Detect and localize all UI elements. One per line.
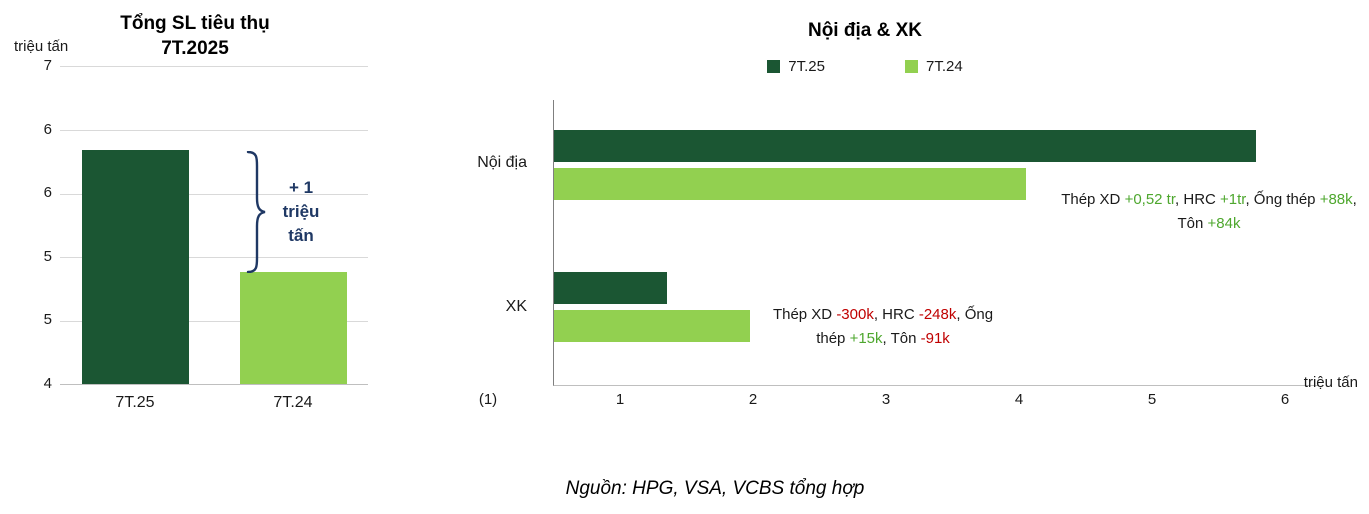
left-chart-title-line2: 7T.2025: [161, 37, 229, 59]
legend-swatch-7t25: [767, 60, 781, 73]
legend-swatch-7t24: [905, 60, 918, 73]
axis-footnote: (1): [478, 391, 498, 408]
x-axis-label-7t24: 7T.24: [273, 394, 313, 411]
annotation-segment: +88k: [1319, 191, 1353, 208]
annotation-segment: Thép XD: [772, 306, 837, 323]
legend: 7T.25 7T.24: [400, 58, 1330, 75]
difference-annotation: + 1 triệu tấn: [282, 178, 320, 245]
x-axis-line: [60, 384, 368, 385]
annotation-segment: -91k: [920, 330, 950, 347]
right-x-axis-unit-label: triệu tấn: [1303, 374, 1358, 391]
gridline: [60, 257, 368, 259]
right-chart-title: Nội địa & XK: [807, 20, 922, 41]
category-label-xk: XK: [505, 298, 527, 315]
annotation-segment: , Tôn: [882, 330, 921, 347]
legend-label-7t25: 7T.25: [788, 58, 825, 75]
annotation-segment: , HRC: [1175, 191, 1221, 208]
right-plot-area: [553, 100, 1319, 386]
annotation-noi-dia: Thép XD +0,52 tr, HRC +1tr, Ống thép +88…: [1048, 188, 1369, 236]
annotation-segment: , Tôn: [1177, 191, 1357, 232]
left-y-tick-label: 6: [43, 184, 52, 201]
annotation-segment: -248k: [918, 306, 957, 323]
left-y-tick-label: 5: [43, 248, 52, 265]
left-y-axis-unit-label: triệu tấn: [14, 38, 69, 55]
gridline: [60, 66, 368, 67]
gridline: [60, 193, 368, 195]
legend-label-7t24: 7T.24: [926, 58, 963, 75]
legend-item-7t25: 7T.25: [767, 58, 825, 75]
annotation-segment: +1tr: [1220, 191, 1246, 208]
left-chart-title-line1: Tổng SL tiêu thụ: [120, 13, 270, 34]
left-y-tick-label: 4: [43, 375, 52, 392]
annotation-segment: Thép XD: [1061, 191, 1125, 208]
gridline: [60, 321, 368, 323]
chart-domestic-export: Nội địa & XK 7T.25 7T.24 Nội địa XK Thép…: [400, 0, 1369, 460]
annotation-segment: +0,52 tr: [1124, 191, 1176, 208]
x-tick-label-2: 2: [748, 391, 758, 408]
source-note: Nguồn: HPG, VSA, VCBS tổng hợp: [565, 478, 865, 499]
bar-xk-7t25: [554, 272, 668, 304]
annotation-segment: , Ống thép: [816, 306, 994, 347]
x-axis-label-7t25: 7T.25: [115, 394, 155, 411]
category-label-noi-dia: Nội địa: [477, 154, 527, 171]
annotation-segment: -300k: [836, 306, 874, 323]
x-tick-label-4: 4: [1014, 391, 1024, 408]
left-plot-area: + 1 triệu tấn: [60, 66, 368, 385]
annotation-xk: Thép XD -300k, HRC -248k, Ống thép +15k,…: [758, 303, 1008, 351]
bar-total-7t24: [240, 272, 347, 384]
left-chart-title: Tổng SL tiêu thụ 7T.2025: [20, 12, 370, 61]
annotation-segment: +15k: [849, 330, 883, 347]
chart-total-consumption: Tổng SL tiêu thụ 7T.2025 triệu tấn 7 6 6…: [0, 0, 400, 460]
left-y-tick-label: 6: [43, 121, 52, 138]
gridline: [60, 129, 368, 131]
x-tick-label-3: 3: [881, 391, 891, 408]
curly-bracket-icon: [246, 151, 266, 273]
x-tick-label-1: 1: [615, 391, 625, 408]
annotation-segment: , HRC: [873, 306, 919, 323]
left-y-tick-label: 7: [43, 57, 52, 74]
x-tick-label-6: 6: [1280, 391, 1290, 408]
bar-xk-7t24: [554, 310, 750, 342]
annotation-segment: +84k: [1207, 215, 1241, 232]
annotation-segment: , Ống thép: [1245, 191, 1320, 208]
bar-total-7t25: [82, 150, 189, 384]
x-tick-label-5: 5: [1147, 391, 1157, 408]
left-y-tick-label: 5: [43, 311, 52, 328]
legend-item-7t24: 7T.24: [905, 58, 963, 75]
bar-noi-dia-7t25: [554, 130, 1257, 162]
bar-noi-dia-7t24: [554, 168, 1027, 200]
